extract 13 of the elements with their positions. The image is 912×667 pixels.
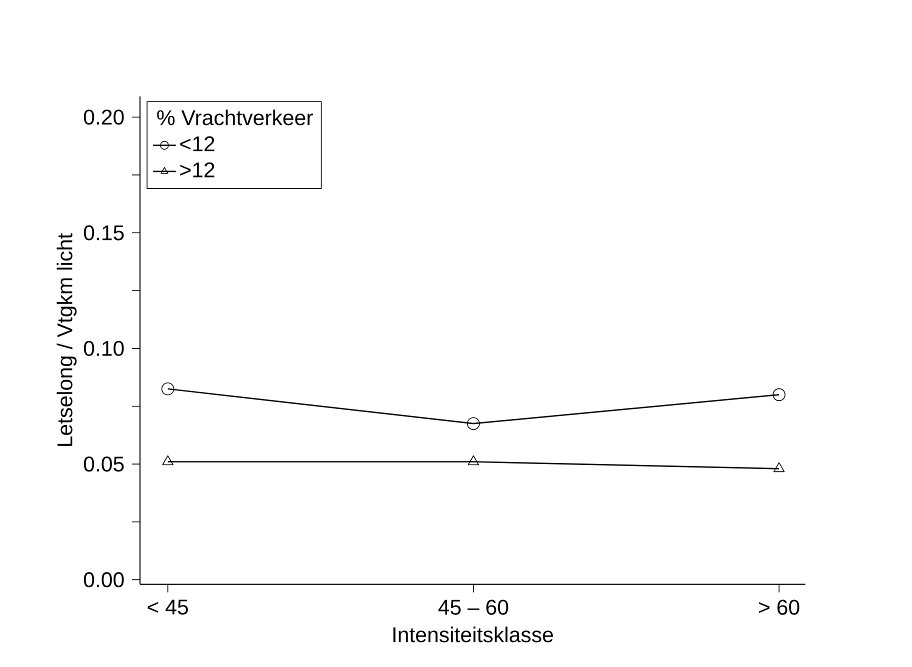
x-tick-label: 45 – 60	[438, 600, 508, 615]
y-axis-title: Letselong / Vtgkm licht	[56, 233, 77, 446]
x-tick-label: > 60	[759, 600, 800, 615]
y-tick-label: 0.00	[84, 572, 124, 588]
x-axis-title: Intensiteitsklasse	[393, 626, 553, 642]
y-tick-label: 0.20	[84, 110, 124, 125]
x-tick-label: < 45	[148, 600, 188, 615]
y-tick-label: 0.10	[84, 340, 124, 356]
legend-label: <12	[180, 136, 214, 152]
y-tick-label: 0.15	[84, 225, 124, 240]
y-tick-label: 0.05	[84, 456, 124, 472]
legend-label: >12	[180, 162, 214, 178]
legend-title: % Vrachtverkeer	[157, 110, 313, 126]
